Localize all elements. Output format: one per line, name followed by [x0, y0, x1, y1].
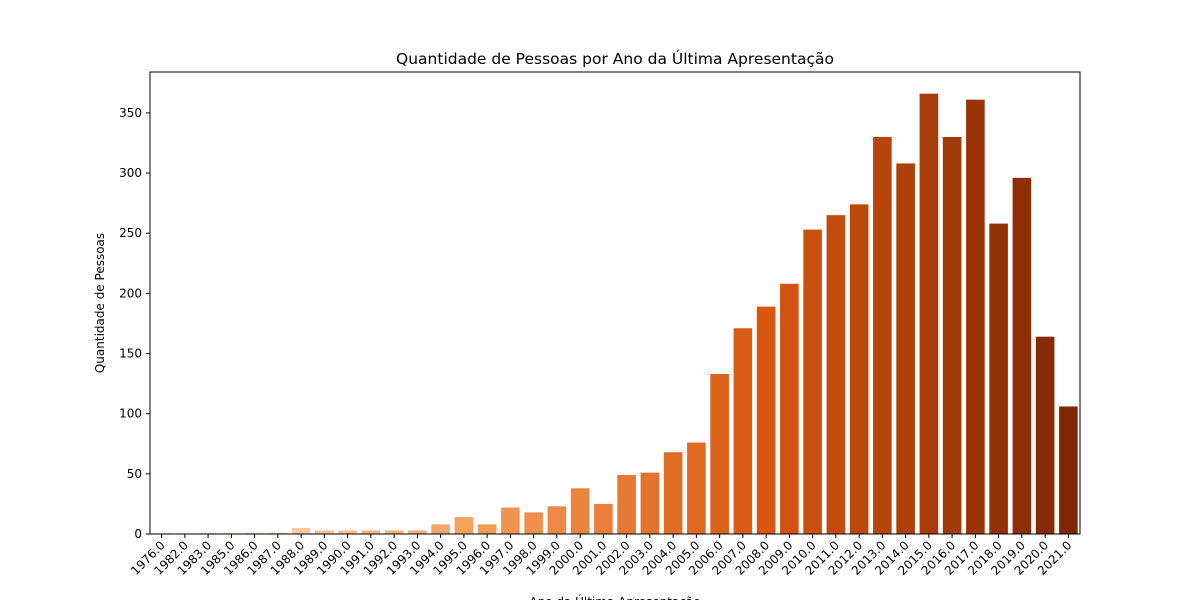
- y-tick-label: 200: [119, 286, 142, 300]
- bar: [222, 532, 241, 534]
- bar: [919, 93, 939, 534]
- bar: [384, 530, 404, 534]
- bar: [361, 530, 381, 534]
- chart-title: Quantidade de Pessoas por Ano da Última …: [396, 49, 834, 68]
- bar: [315, 530, 334, 534]
- bar: [966, 99, 985, 534]
- y-tick-label: 0: [134, 527, 142, 541]
- y-axis-label: Quantidade de Pessoas: [93, 233, 107, 373]
- y-tick-label: 100: [119, 407, 142, 421]
- bar: [245, 532, 264, 534]
- plot-frame: [149, 71, 1081, 535]
- bar: [408, 530, 427, 534]
- bar: [710, 373, 729, 534]
- y-tick-label: 300: [119, 166, 142, 180]
- y-tick-label: 50: [127, 467, 142, 481]
- bar: [501, 507, 520, 534]
- bar: [594, 503, 613, 534]
- bar: [477, 524, 497, 534]
- bar: [873, 136, 892, 534]
- bar: [942, 136, 962, 534]
- bar: [1012, 177, 1032, 534]
- bar: [524, 512, 543, 534]
- bar: [663, 452, 683, 534]
- x-axis-label: Ano da Última Apresentação: [529, 594, 700, 600]
- bar: [1035, 336, 1055, 534]
- bar: [780, 283, 799, 534]
- bar: [640, 472, 660, 534]
- bar: [570, 488, 590, 534]
- bar: [198, 532, 218, 534]
- bar: [268, 532, 288, 534]
- bar: [896, 163, 915, 534]
- y-tick-label: 350: [119, 106, 142, 120]
- bar: [547, 506, 567, 534]
- bar: [849, 204, 869, 534]
- bar: [454, 517, 474, 534]
- bar: [687, 442, 706, 534]
- bar: [291, 527, 311, 534]
- bar: [826, 215, 846, 534]
- y-tick-label: 150: [119, 347, 142, 361]
- bar: [175, 532, 195, 534]
- bar: [733, 328, 753, 534]
- bar: [338, 530, 357, 534]
- bar: [756, 306, 776, 534]
- bar: [1059, 406, 1078, 534]
- y-tick-label: 250: [119, 226, 142, 240]
- bar: [431, 524, 450, 534]
- bar: [803, 229, 822, 534]
- bar: [152, 532, 171, 534]
- bar: [989, 223, 1008, 534]
- bar: [617, 475, 636, 534]
